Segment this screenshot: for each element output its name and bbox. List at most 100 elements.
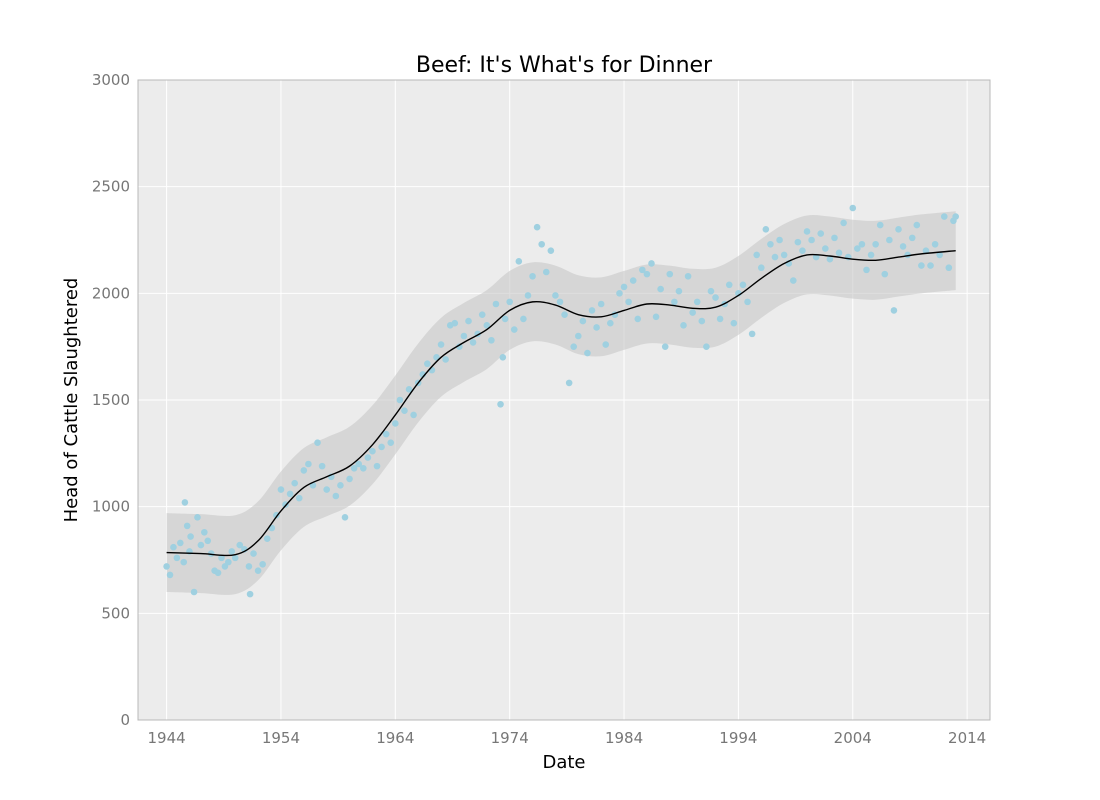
data-point — [246, 590, 254, 598]
data-point — [346, 475, 353, 483]
data-point — [565, 379, 573, 387]
data-point — [858, 240, 866, 248]
y-tick-label: 500 — [101, 604, 130, 622]
y-tick-label: 0 — [120, 711, 130, 729]
data-point — [867, 251, 875, 259]
data-point — [817, 230, 825, 237]
data-point — [808, 236, 815, 244]
data-point — [556, 298, 564, 306]
data-point — [323, 486, 331, 493]
data-point — [538, 240, 545, 248]
data-point — [364, 454, 372, 461]
data-point — [876, 221, 884, 229]
data-point — [945, 264, 953, 272]
data-point — [767, 240, 774, 248]
x-tick-label: 1954 — [262, 729, 300, 747]
data-point — [634, 315, 642, 323]
data-point — [584, 349, 591, 357]
data-point — [552, 292, 559, 299]
data-point — [776, 236, 783, 244]
y-tick-label: 2000 — [92, 284, 130, 302]
data-point — [671, 298, 678, 306]
data-point — [337, 482, 344, 489]
data-point — [483, 322, 491, 329]
data-point — [295, 494, 303, 502]
data-point — [277, 486, 285, 493]
data-point — [350, 464, 358, 472]
data-point — [305, 460, 312, 468]
scatter-points — [163, 204, 959, 598]
trend-line — [166, 249, 956, 557]
data-point — [341, 514, 349, 521]
data-point — [547, 247, 555, 254]
data-point — [437, 341, 445, 348]
data-point — [593, 324, 600, 331]
data-point — [542, 268, 550, 276]
data-point — [918, 262, 925, 269]
data-point — [401, 407, 408, 414]
data-point — [643, 270, 651, 278]
data-point — [716, 315, 724, 323]
data-point — [392, 420, 399, 427]
data-point — [254, 567, 262, 574]
confidence-band — [166, 211, 956, 595]
x-tick-label: 1944 — [147, 729, 185, 747]
data-point — [854, 245, 861, 252]
data-point — [204, 537, 212, 545]
data-point — [730, 319, 738, 327]
data-point — [373, 462, 381, 470]
data-point — [607, 319, 614, 327]
data-point — [698, 317, 706, 325]
data-point — [648, 260, 655, 267]
data-point — [570, 343, 578, 350]
data-point — [826, 255, 834, 263]
data-point — [652, 313, 660, 321]
data-point — [197, 541, 205, 549]
x-tick-label: 1984 — [605, 729, 643, 747]
data-point — [602, 341, 610, 348]
data-point — [492, 300, 500, 308]
data-point — [228, 548, 236, 555]
data-point — [794, 238, 802, 246]
data-point — [214, 569, 222, 577]
data-point — [300, 467, 308, 474]
data-point — [177, 539, 184, 547]
data-point — [625, 298, 632, 306]
data-point — [639, 266, 646, 274]
data-point — [757, 264, 765, 272]
data-point — [218, 554, 225, 562]
data-point — [744, 298, 751, 306]
data-point — [442, 356, 449, 363]
y-axis-ticks: 0 500 1000 1500 2000 2500 3000 — [92, 71, 130, 729]
data-point — [762, 226, 770, 233]
data-point — [478, 311, 486, 318]
data-point — [675, 287, 683, 295]
data-point — [684, 272, 692, 280]
data-point — [314, 439, 321, 446]
data-point — [424, 360, 431, 368]
data-point — [849, 204, 857, 212]
data-point — [382, 430, 390, 438]
data-point — [194, 514, 201, 521]
y-tick-label: 3000 — [92, 71, 130, 89]
data-point — [927, 262, 934, 269]
x-axis-label: Date — [542, 752, 585, 773]
data-point — [387, 439, 395, 446]
data-point — [456, 343, 463, 350]
data-point — [575, 332, 582, 340]
data-point — [899, 243, 907, 250]
data-point — [703, 343, 710, 350]
chart-title: Beef: It's What's for Dinner — [416, 53, 713, 78]
data-point — [657, 285, 664, 293]
data-point — [499, 354, 507, 361]
data-point — [561, 311, 568, 318]
data-point — [579, 317, 587, 325]
x-tick-label: 1964 — [376, 729, 414, 747]
data-point — [515, 258, 523, 265]
data-point — [689, 309, 696, 316]
data-point — [790, 277, 797, 284]
data-point — [501, 315, 509, 323]
data-point — [465, 317, 472, 325]
data-point — [497, 400, 504, 408]
data-point — [286, 490, 294, 498]
